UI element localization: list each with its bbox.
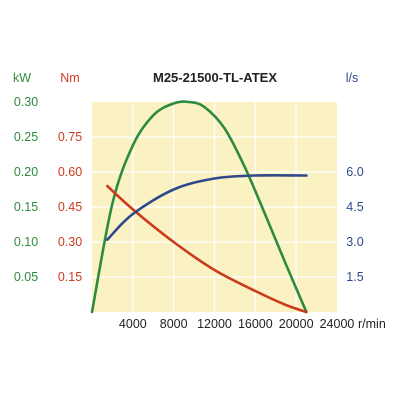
series-line-torque [106,184,308,314]
y-tick-label-torque: 0.30 [58,235,82,249]
x-tick-label: 12000 [197,317,232,331]
y-axis-unit-power: kW [13,71,31,85]
chart-title: M25-21500-TL-ATEX [153,70,277,85]
y-tick-label-power: 0.25 [14,130,38,144]
y-tick-label-flow: 4.5 [346,200,363,214]
x-tick-label: 4000 [119,317,147,331]
y-tick-label-power: 0.15 [14,200,38,214]
y-tick-label-flow: 6.0 [346,165,363,179]
x-tick-label: 20000 [279,317,314,331]
y-tick-label-flow: 1.5 [346,270,363,284]
x-axis-unit: r/min [358,317,386,331]
y-tick-label-power: 0.10 [14,235,38,249]
y-tick-label-torque: 0.45 [58,200,82,214]
y-tick-label-torque: 0.60 [58,165,82,179]
y-tick-label-torque: 0.15 [58,270,82,284]
y-tick-label-power: 0.05 [14,270,38,284]
series-line-power [90,100,308,314]
y-tick-label-power: 0.30 [14,95,38,109]
series-line-flow [106,173,308,241]
x-tick-label: 24000 [320,317,355,331]
y-axis-unit-flow: l/s [346,71,359,85]
curves [90,100,308,314]
labels: 4000 8000 12000 16000 20000 24000 r/min 0.05 0.1… [13,71,386,331]
grid [92,102,337,312]
y-tick-label-power: 0.20 [14,165,38,179]
y-tick-label-flow: 3.0 [346,235,363,249]
x-tick-label: 8000 [160,317,188,331]
y-axis-unit-torque: Nm [60,71,79,85]
y-tick-label-torque: 0.75 [58,130,82,144]
x-tick-label: 16000 [238,317,273,331]
